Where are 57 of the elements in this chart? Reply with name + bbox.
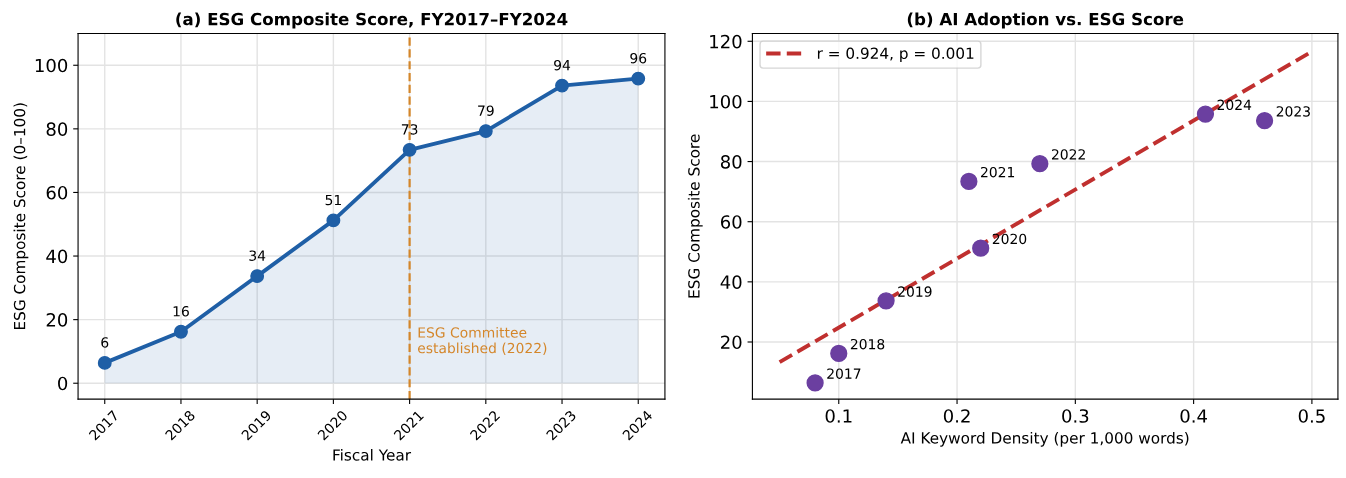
x-tick-label: 0.3 bbox=[1062, 409, 1089, 423]
legend-label: r = 0.924, p = 0.001 bbox=[817, 47, 974, 62]
chart-title: (a) ESG Composite Score, FY2017–FY2024 bbox=[176, 12, 568, 29]
point bbox=[97, 355, 112, 370]
annotation: 2018 bbox=[850, 338, 885, 350]
point bbox=[555, 78, 569, 93]
x-tick-label: 0.4 bbox=[1180, 409, 1207, 423]
annotation: 2019 bbox=[898, 286, 932, 297]
y-tick-label: 60 bbox=[720, 215, 742, 229]
data-label: 73 bbox=[401, 124, 418, 135]
ref-line-label: ESG Committee established (2022) bbox=[417, 326, 547, 355]
y-tick-label: 100 bbox=[710, 94, 742, 109]
x-axis-title: Fiscal Year bbox=[333, 448, 412, 461]
y-tick-label: 20 bbox=[721, 335, 742, 350]
y-tick-label: 80 bbox=[720, 155, 742, 169]
x-tick-label: 0.5 bbox=[1298, 409, 1325, 423]
data-label: 34 bbox=[249, 250, 266, 261]
y-tick-label: 80 bbox=[46, 122, 68, 136]
y-tick-label: 40 bbox=[46, 249, 68, 264]
point bbox=[402, 142, 417, 157]
y-tick-label: 60 bbox=[46, 185, 68, 200]
data-label: 16 bbox=[173, 306, 189, 317]
y-tick-label: 0 bbox=[58, 376, 68, 391]
point bbox=[960, 172, 978, 191]
data-label: 6 bbox=[101, 337, 109, 348]
annotation: 2021 bbox=[981, 166, 1015, 178]
point bbox=[631, 71, 646, 86]
point bbox=[1031, 155, 1049, 173]
data-label: 96 bbox=[630, 52, 647, 64]
point bbox=[972, 239, 990, 257]
x-tick-label: 0.1 bbox=[825, 409, 852, 423]
point bbox=[174, 324, 188, 339]
annotation: 2023 bbox=[1276, 106, 1310, 117]
x-tick-label: 0.2 bbox=[943, 409, 970, 423]
point bbox=[250, 269, 265, 284]
data-label: 79 bbox=[478, 105, 494, 116]
y-tick-label: 120 bbox=[710, 34, 742, 49]
annotation: 2017 bbox=[827, 368, 861, 379]
data-label: 51 bbox=[325, 194, 341, 206]
point bbox=[877, 292, 895, 310]
point bbox=[1196, 105, 1215, 123]
y-tick-label: 40 bbox=[720, 275, 742, 289]
data-label: 94 bbox=[554, 59, 571, 71]
point bbox=[1255, 112, 1274, 130]
chart-title: (b) AI Adoption vs. ESG Score bbox=[907, 12, 1184, 29]
y-axis-title: ESG Composite Score bbox=[687, 134, 703, 298]
x-axis-title: AI Keyword Density (per 1,000 words) bbox=[900, 431, 1189, 447]
point bbox=[806, 374, 824, 392]
annotation: 2022 bbox=[1051, 149, 1085, 160]
annotation: 2020 bbox=[992, 233, 1027, 245]
annotation: 2024 bbox=[1217, 99, 1252, 111]
point bbox=[830, 344, 848, 363]
y-tick-label: 100 bbox=[35, 58, 68, 73]
point bbox=[326, 213, 341, 228]
point bbox=[478, 124, 493, 139]
y-tick-label: 20 bbox=[46, 313, 68, 327]
y-axis-title: ESG Composite Score (0–100) bbox=[13, 103, 29, 330]
